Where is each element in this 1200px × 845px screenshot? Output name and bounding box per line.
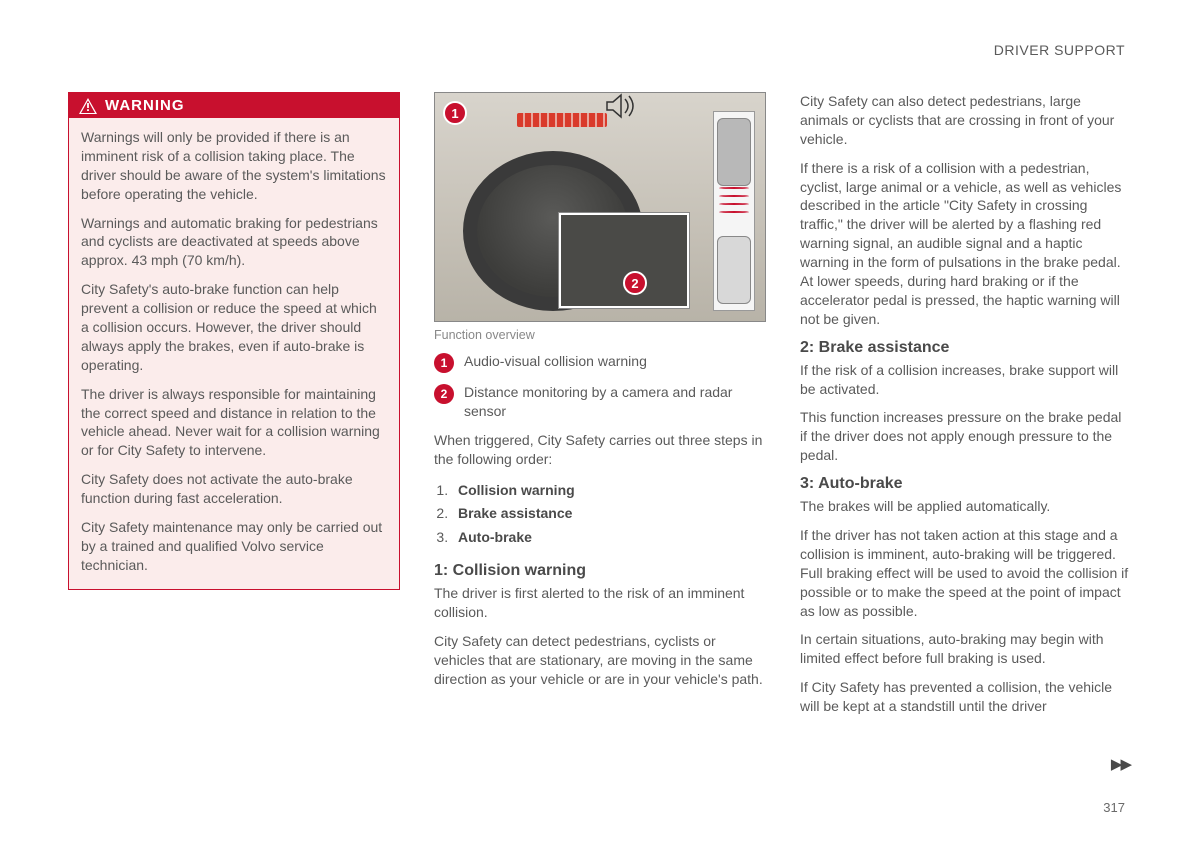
column-middle: 1 2 Function overview 1 Audio-visual col… — [434, 92, 766, 716]
body-text: In certain situations, auto-braking may … — [800, 630, 1132, 668]
warning-p: The driver is always responsible for mai… — [81, 385, 387, 461]
body-text: City Safety can also detect pedestrians,… — [800, 92, 1132, 149]
warning-p: City Safety does not activate the auto-b… — [81, 470, 387, 508]
column-left: WARNING Warnings will only be provided i… — [68, 92, 400, 716]
warning-p: City Safety maintenance may only be carr… — [81, 518, 387, 575]
body-text: If there is a risk of a collision with a… — [800, 159, 1132, 329]
step-item: Auto-brake — [452, 526, 766, 550]
warning-header: WARNING — [69, 93, 399, 118]
body-text: When triggered, City Safety carries out … — [434, 431, 766, 469]
body-text: If the driver has not taken action at th… — [800, 526, 1132, 620]
step-item: Collision warning — [452, 479, 766, 503]
callout-text: Distance monitoring by a camera and rada… — [464, 383, 766, 421]
subheading-auto-brake: 3: Auto-brake — [800, 475, 1132, 493]
speaker-icon — [605, 93, 637, 119]
callout-item-2: 2 Distance monitoring by a camera and ra… — [434, 383, 766, 421]
step-item: Brake assistance — [452, 502, 766, 526]
warning-p: Warnings and automatic braking for pedes… — [81, 214, 387, 271]
warning-title: WARNING — [105, 97, 185, 114]
camera-inset-graphic — [559, 213, 689, 308]
body-text: The driver is first alerted to the risk … — [434, 584, 766, 622]
body-text: If the risk of a collision increases, br… — [800, 361, 1132, 399]
column-right: City Safety can also detect pedestrians,… — [800, 92, 1132, 716]
function-overview-figure: 1 2 — [434, 92, 766, 322]
content-columns: WARNING Warnings will only be provided i… — [68, 92, 1132, 716]
callout-badge: 1 — [434, 353, 454, 373]
figure-caption: Function overview — [434, 328, 766, 342]
body-text: The brakes will be applied automatically… — [800, 497, 1132, 516]
body-text: If City Safety has prevented a collision… — [800, 678, 1132, 716]
callout-item-1: 1 Audio-visual collision warning — [434, 352, 766, 373]
callout-text: Audio-visual collision warning — [464, 352, 647, 371]
warning-body: Warnings will only be provided if there … — [69, 118, 399, 589]
warning-p: Warnings will only be provided if there … — [81, 128, 387, 204]
radar-waves-graphic — [719, 185, 749, 225]
warning-p: City Safety's auto-brake function can he… — [81, 280, 387, 374]
warning-box: WARNING Warnings will only be provided i… — [68, 92, 400, 590]
subheading-brake-assistance: 2: Brake assistance — [800, 339, 1132, 357]
warning-triangle-icon — [79, 98, 97, 114]
continuation-indicator-icon: ▶▶ — [1111, 755, 1130, 773]
body-text: City Safety can detect pedestrians, cycl… — [434, 632, 766, 689]
figure-callout-2: 2 — [623, 271, 647, 295]
subheading-collision-warning: 1: Collision warning — [434, 562, 766, 580]
section-header: DRIVER SUPPORT — [994, 42, 1125, 58]
warning-lightbar-graphic — [517, 113, 607, 127]
figure-callout-1: 1 — [443, 101, 467, 125]
steps-list: Collision warning Brake assistance Auto-… — [452, 479, 766, 550]
callout-badge: 2 — [434, 384, 454, 404]
body-text: This function increases pressure on the … — [800, 408, 1132, 465]
page-number: 317 — [1103, 800, 1125, 815]
